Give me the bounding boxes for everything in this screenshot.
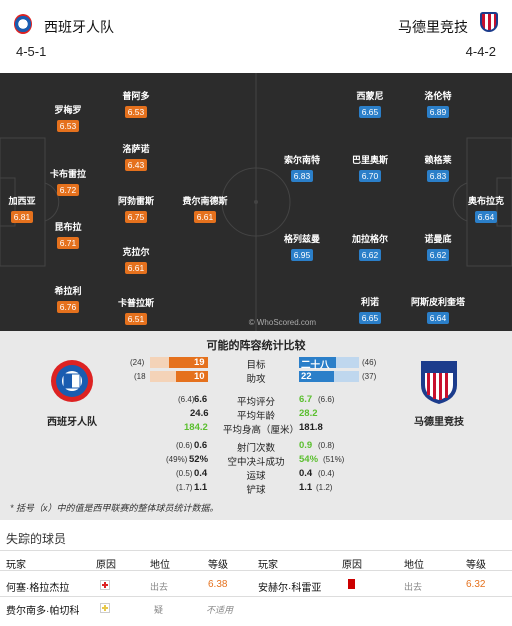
away-goals-league: (46) — [362, 358, 377, 367]
red-card-icon — [348, 579, 355, 589]
divider — [0, 596, 512, 597]
home-player[interactable]: 阿勃雷斯 6.75 — [117, 196, 154, 223]
home-player[interactable]: 昆布拉 6.71 — [54, 222, 82, 249]
away-player[interactable]: 加拉格尔 6.62 — [351, 234, 388, 261]
away-player[interactable]: 巴里奥斯 6.70 — [351, 155, 388, 182]
home-player[interactable]: 洛萨诺 6.43 — [122, 144, 150, 171]
missing-status: 疑 — [154, 605, 164, 615]
home-player[interactable]: 希拉利 6.76 — [54, 286, 82, 313]
atletico-crest-icon — [480, 12, 498, 32]
stats-title: 可能的阵容统计比较 — [206, 340, 306, 352]
home-assists-value: 10 — [194, 371, 205, 382]
home-player[interactable]: 克拉尔 6.61 — [122, 247, 150, 274]
lineup-stats-panel: 可能的阵容统计比较 西班牙人队 马德里竞技 (24) 19 目标 二十八 (46… — [0, 331, 512, 520]
pitch-lines — [0, 73, 512, 331]
divider — [0, 570, 512, 571]
stats-away-name: 马德里竞技 — [414, 417, 464, 428]
away-goals-value: 二十八 — [301, 360, 330, 371]
away-player[interactable]: 索尔南特 6.83 — [283, 155, 320, 182]
assists-label: 助攻 — [246, 374, 266, 385]
away-player[interactable]: 赖格莱 6.83 — [424, 155, 452, 182]
match-header: 西班牙人队 4-5-1 马德里竞技 4-4-2 — [0, 0, 512, 70]
missing-player-name[interactable]: 何塞·格拉杰拉 — [6, 583, 70, 594]
home-player[interactable]: 普阿多 6.53 — [122, 91, 150, 118]
home-player[interactable]: 费尔南德斯 6.61 — [182, 196, 228, 223]
away-player[interactable]: 奥布拉克 6.64 — [467, 196, 504, 223]
home-assists-league: (18 — [134, 372, 146, 381]
stats-footnote: * 括号（x）中的值是西甲联赛的整体球员统计数据。 — [10, 503, 219, 513]
atletico-large-crest-icon — [421, 361, 457, 404]
missing-status: 出去 — [404, 582, 423, 592]
away-player[interactable]: 阿斯皮利奎塔 6.64 — [410, 297, 465, 324]
stats-home-name: 西班牙人队 — [47, 417, 97, 428]
away-player[interactable]: 西蒙尼 6.65 — [356, 91, 384, 118]
espanyol-large-crest-icon — [51, 360, 93, 402]
col-position: 地位 — [150, 560, 170, 571]
col-player-away: 玩家 — [258, 560, 278, 571]
missing-title: 失踪的球员 — [6, 532, 67, 546]
away-player[interactable]: 格列兹曼 6.95 — [283, 234, 320, 261]
espanyol-crest-icon — [14, 14, 32, 34]
home-player[interactable]: 加西亚 6.81 — [8, 196, 36, 223]
home-assists-bar — [176, 371, 208, 382]
home-goals-value: 19 — [194, 357, 205, 368]
away-assists-value: 22 — [301, 371, 312, 382]
away-player[interactable]: 利诺 6.65 — [335, 295, 405, 326]
home-team-name[interactable]: 西班牙人队 — [44, 19, 114, 35]
home-formation: 4-5-1 — [16, 44, 47, 59]
away-assists-bar — [299, 371, 334, 382]
home-player[interactable]: 卡普拉斯 6.51 — [117, 298, 154, 325]
goals-label: 目标 — [246, 360, 266, 371]
away-player[interactable]: 诺曼底 6.62 — [424, 234, 452, 261]
home-goals-bar — [169, 357, 208, 368]
away-goals-bar — [299, 357, 336, 368]
missing-rating: 不适用 — [206, 605, 234, 615]
col-reason: 原因 — [96, 560, 116, 571]
doubtful-icon — [100, 603, 110, 613]
missing-player-name[interactable]: 费尔南多·帕切科 — [6, 606, 80, 617]
col-rating: 等级 — [208, 560, 228, 571]
away-team-name[interactable]: 马德里竞技 — [398, 19, 468, 35]
missing-player-name[interactable]: 安赫尔·科雷亚 — [258, 583, 322, 594]
missing-rating: 6.38 — [208, 579, 228, 590]
injury-icon — [100, 580, 110, 590]
whoscored-watermark: © WhoScored.com — [248, 318, 316, 327]
home-player[interactable]: 罗梅罗 6.53 — [54, 105, 82, 132]
away-player[interactable]: 洛伦特 6.89 — [424, 91, 452, 118]
missing-status: 出去 — [150, 582, 169, 592]
col-position-away: 地位 — [404, 560, 424, 571]
col-rating-away: 等级 — [466, 560, 486, 571]
pitch: 罗梅罗 6.53 普阿多 6.53 洛萨诺 6.43 卡布雷拉 6.72 加西亚 6.81… — [0, 73, 512, 331]
col-reason-away: 原因 — [342, 560, 362, 571]
home-player[interactable]: 卡布雷拉 6.72 — [49, 169, 86, 196]
missing-players-section: 失踪的球员 玩家 原因 地位 等级 玩家 原因 地位 等级 何塞·格拉杰拉 出去… — [0, 526, 512, 626]
home-goals-league: (24) — [130, 358, 145, 367]
col-player: 玩家 — [6, 560, 26, 571]
divider — [0, 550, 512, 551]
away-formation: 4-4-2 — [465, 44, 496, 59]
missing-rating: 6.32 — [466, 579, 486, 590]
away-assists-league: (37) — [362, 372, 377, 381]
